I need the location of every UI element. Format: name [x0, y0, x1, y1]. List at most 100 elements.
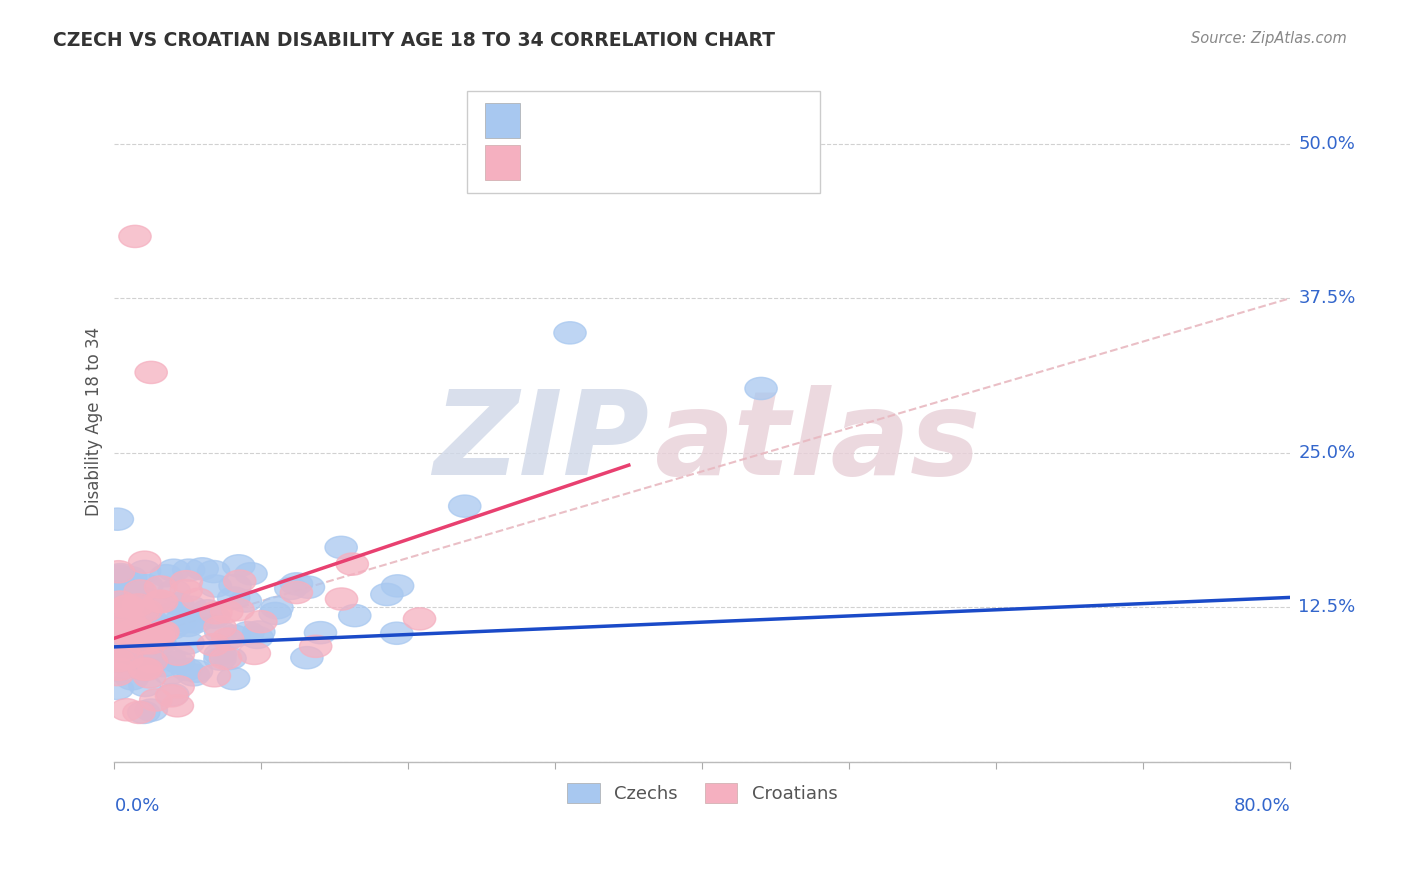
- Ellipse shape: [111, 576, 143, 599]
- Ellipse shape: [112, 598, 145, 620]
- Ellipse shape: [325, 536, 357, 558]
- Text: N =: N =: [630, 153, 669, 172]
- Ellipse shape: [170, 658, 202, 681]
- Ellipse shape: [339, 605, 371, 627]
- Ellipse shape: [745, 377, 778, 400]
- Ellipse shape: [172, 632, 204, 654]
- Ellipse shape: [131, 658, 163, 681]
- Ellipse shape: [197, 633, 229, 656]
- Ellipse shape: [101, 664, 134, 686]
- Ellipse shape: [198, 606, 231, 628]
- Ellipse shape: [146, 622, 179, 644]
- Ellipse shape: [121, 617, 153, 640]
- Ellipse shape: [127, 601, 159, 624]
- Ellipse shape: [131, 599, 163, 622]
- Ellipse shape: [245, 610, 277, 632]
- Ellipse shape: [162, 651, 194, 673]
- Ellipse shape: [148, 655, 180, 677]
- Ellipse shape: [218, 667, 250, 690]
- Ellipse shape: [554, 322, 586, 344]
- Ellipse shape: [128, 658, 160, 681]
- Text: ZIP: ZIP: [433, 384, 650, 500]
- Ellipse shape: [111, 698, 142, 721]
- Ellipse shape: [162, 593, 194, 615]
- Ellipse shape: [299, 635, 332, 657]
- Ellipse shape: [115, 668, 148, 690]
- Ellipse shape: [139, 689, 172, 711]
- Text: R =: R =: [534, 153, 574, 172]
- Ellipse shape: [108, 588, 141, 609]
- Ellipse shape: [371, 583, 404, 606]
- Ellipse shape: [114, 609, 146, 632]
- Text: atlas: atlas: [655, 384, 981, 500]
- Ellipse shape: [101, 650, 134, 673]
- Ellipse shape: [134, 653, 166, 675]
- Ellipse shape: [114, 566, 146, 589]
- Ellipse shape: [121, 578, 153, 600]
- Ellipse shape: [381, 622, 413, 644]
- Ellipse shape: [200, 601, 232, 624]
- Ellipse shape: [101, 508, 134, 531]
- Ellipse shape: [128, 701, 160, 723]
- Ellipse shape: [104, 565, 136, 587]
- Ellipse shape: [145, 616, 177, 639]
- Ellipse shape: [211, 600, 243, 623]
- Ellipse shape: [162, 695, 194, 717]
- Ellipse shape: [129, 656, 162, 678]
- Ellipse shape: [304, 622, 336, 644]
- Ellipse shape: [135, 699, 167, 722]
- Ellipse shape: [205, 622, 238, 643]
- Ellipse shape: [219, 574, 252, 597]
- Ellipse shape: [153, 647, 186, 669]
- Ellipse shape: [104, 619, 136, 641]
- Ellipse shape: [122, 650, 155, 673]
- Ellipse shape: [146, 621, 179, 643]
- Ellipse shape: [173, 559, 205, 582]
- Ellipse shape: [156, 617, 188, 640]
- Ellipse shape: [105, 609, 138, 632]
- Ellipse shape: [101, 632, 134, 654]
- Text: CZECH VS CROATIAN DISABILITY AGE 18 TO 34 CORRELATION CHART: CZECH VS CROATIAN DISABILITY AGE 18 TO 3…: [53, 31, 776, 50]
- Ellipse shape: [114, 624, 146, 647]
- Ellipse shape: [262, 597, 292, 619]
- Ellipse shape: [110, 623, 142, 645]
- Ellipse shape: [115, 615, 148, 637]
- Ellipse shape: [240, 626, 273, 648]
- Ellipse shape: [381, 574, 413, 597]
- Text: 0.216: 0.216: [572, 153, 623, 172]
- Ellipse shape: [135, 632, 167, 654]
- Ellipse shape: [211, 628, 243, 650]
- Ellipse shape: [177, 664, 209, 686]
- Ellipse shape: [198, 665, 231, 687]
- Ellipse shape: [111, 625, 143, 648]
- Ellipse shape: [150, 565, 183, 587]
- Ellipse shape: [128, 551, 160, 574]
- Ellipse shape: [127, 632, 159, 654]
- Ellipse shape: [122, 701, 155, 723]
- Ellipse shape: [214, 648, 246, 670]
- Ellipse shape: [138, 591, 170, 614]
- Text: N =: N =: [630, 112, 669, 129]
- Text: 50.0%: 50.0%: [1299, 135, 1355, 153]
- Ellipse shape: [112, 572, 145, 593]
- Legend: Czechs, Croatians: Czechs, Croatians: [560, 776, 845, 811]
- Ellipse shape: [128, 640, 160, 663]
- Ellipse shape: [138, 629, 170, 651]
- Text: 0.108: 0.108: [572, 112, 623, 129]
- Ellipse shape: [181, 588, 214, 610]
- Ellipse shape: [153, 663, 186, 685]
- Text: R =: R =: [534, 112, 574, 129]
- Ellipse shape: [103, 597, 135, 619]
- Ellipse shape: [449, 495, 481, 517]
- Ellipse shape: [111, 648, 143, 670]
- Ellipse shape: [204, 643, 236, 665]
- Ellipse shape: [191, 599, 224, 622]
- Ellipse shape: [103, 649, 135, 672]
- Ellipse shape: [117, 619, 149, 641]
- Ellipse shape: [127, 629, 159, 651]
- Ellipse shape: [143, 626, 176, 648]
- Y-axis label: Disability Age 18 to 34: Disability Age 18 to 34: [86, 327, 103, 516]
- Ellipse shape: [235, 563, 267, 585]
- Ellipse shape: [222, 555, 254, 577]
- Ellipse shape: [114, 636, 146, 658]
